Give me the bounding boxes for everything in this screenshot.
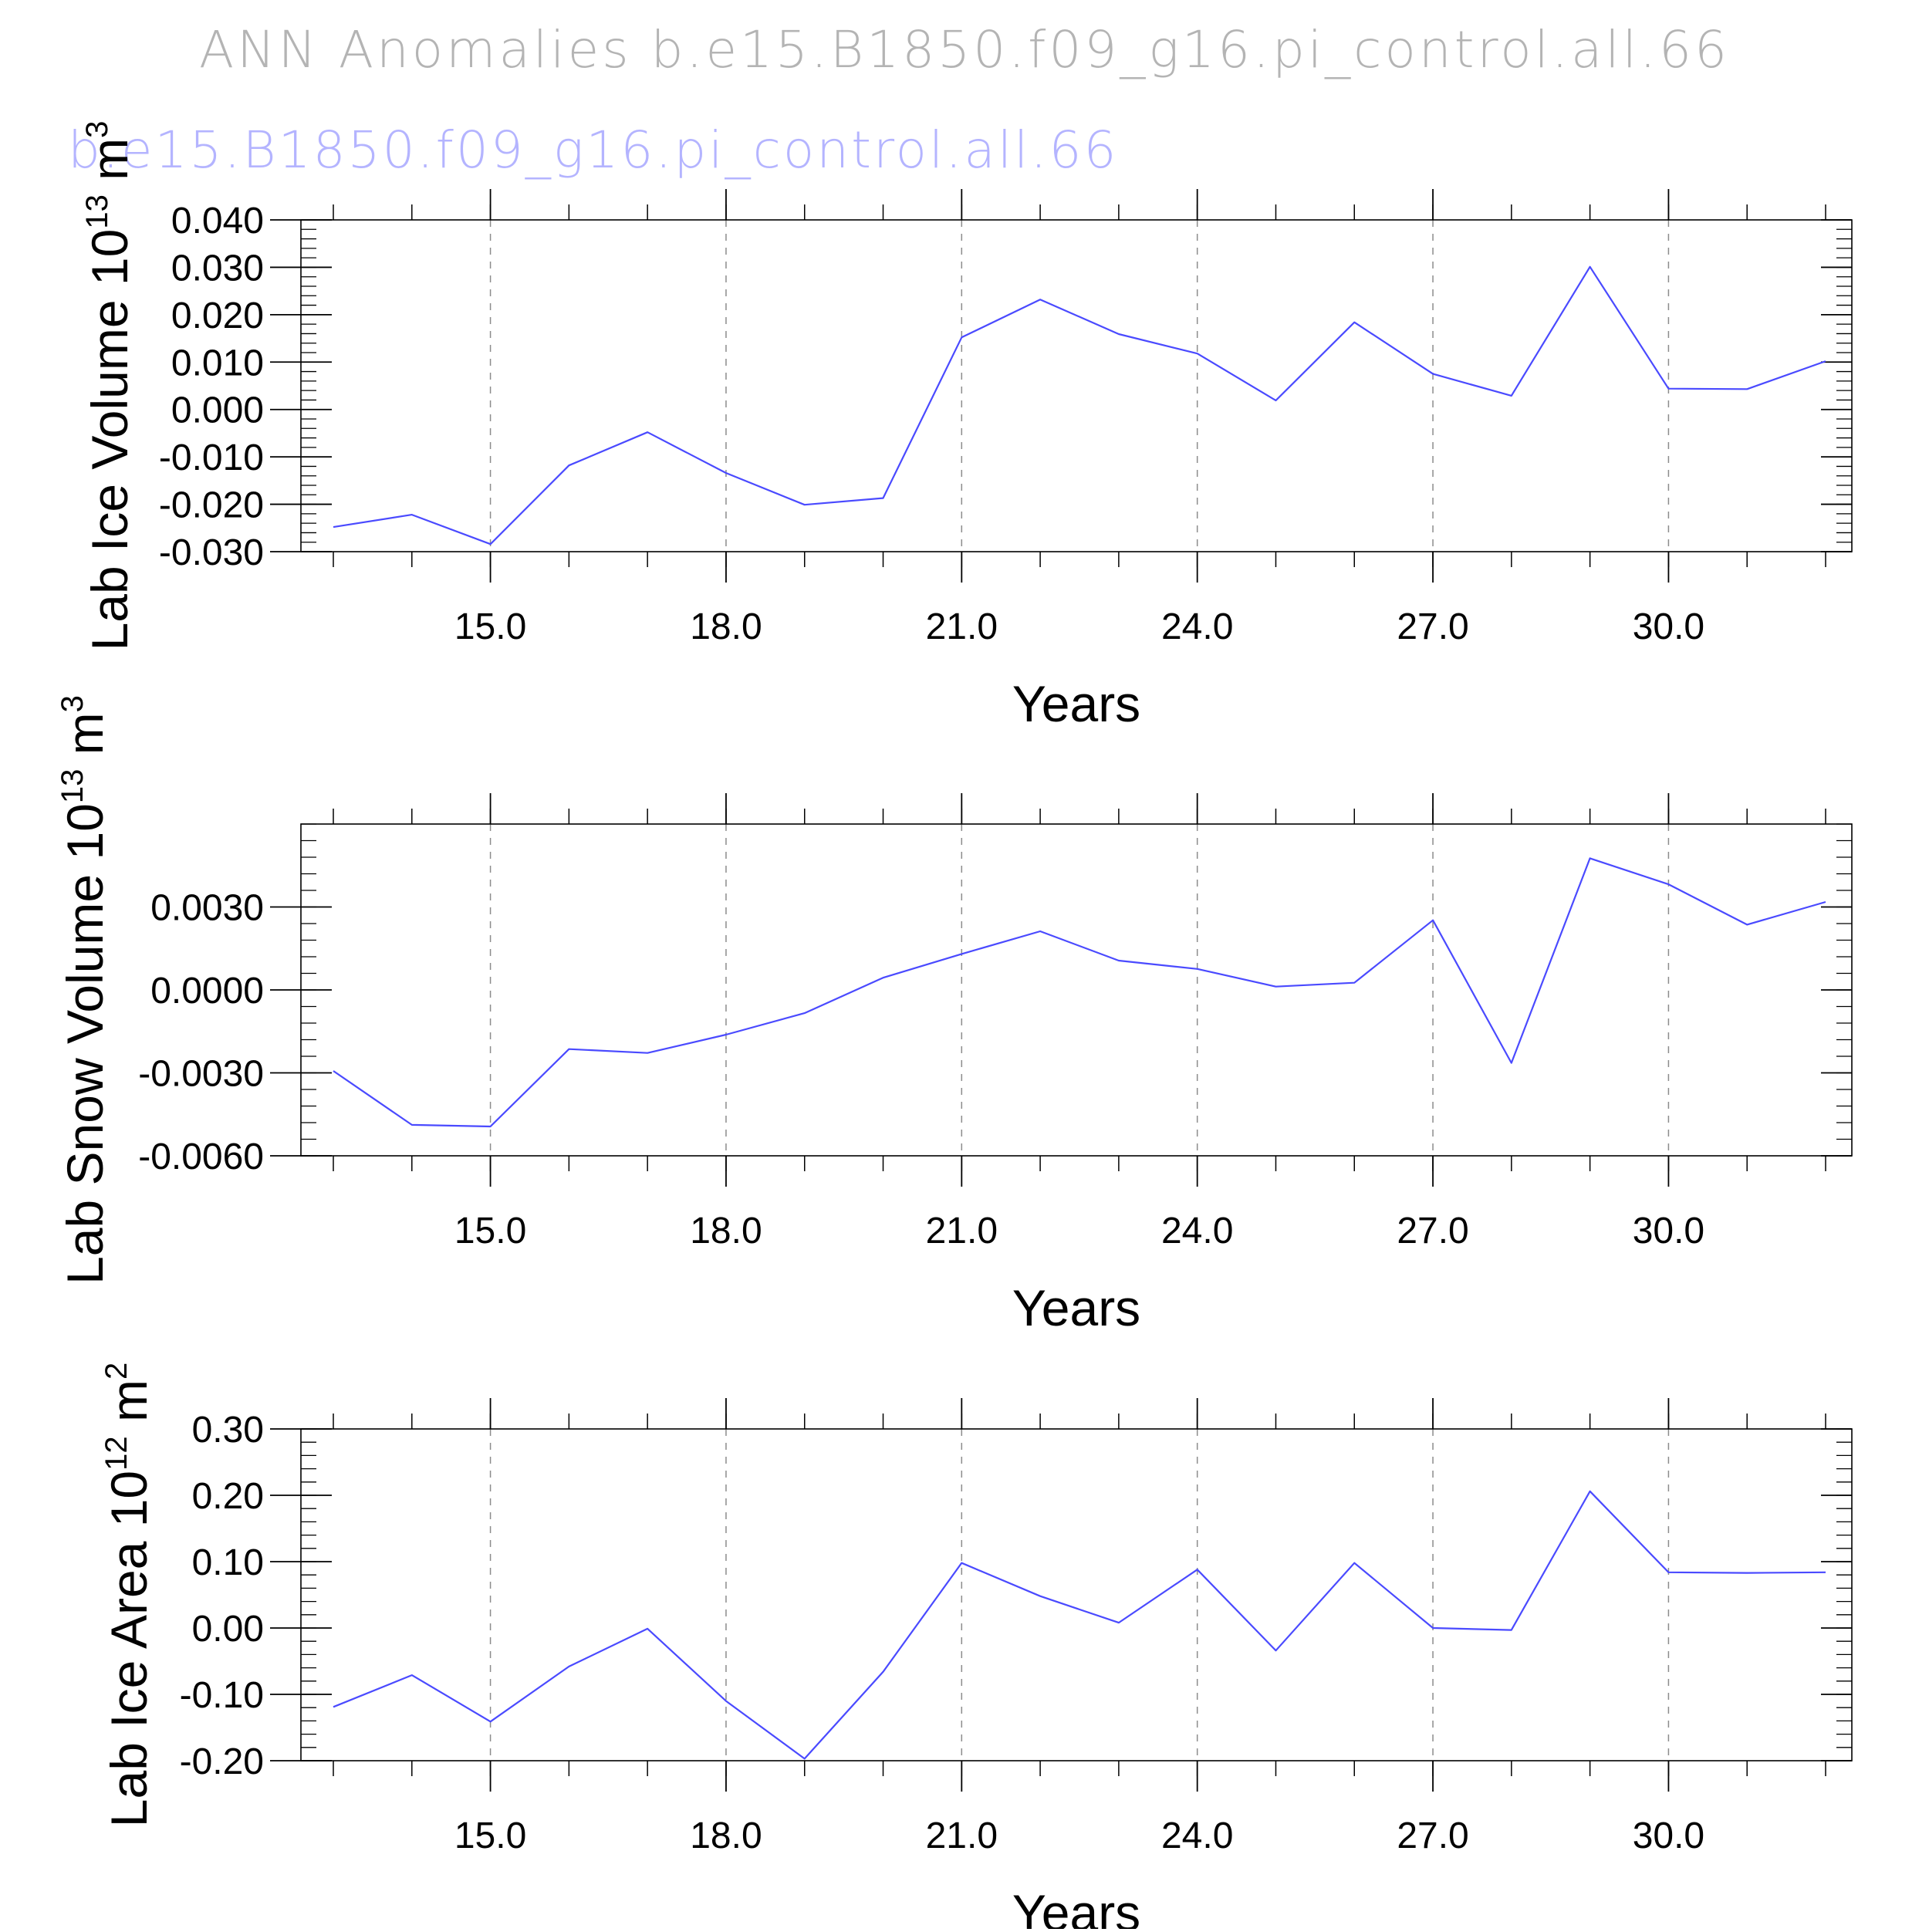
y-axis-label-main: Lab Snow Volume 10 (56, 803, 113, 1285)
y-axis-label-unit: m (56, 712, 113, 768)
y-tick-label: 0.030 (171, 248, 264, 289)
x-tick-label: 18.0 (690, 1211, 762, 1251)
plot-frame (300, 823, 1853, 1157)
y-axis-label-main: Lab Ice Volume 10 (81, 229, 138, 651)
x-tick-label: 27.0 (1397, 1815, 1468, 1856)
y-axis-label-exponent: 13 (80, 194, 114, 229)
x-tick-label: 21.0 (926, 1211, 998, 1251)
figure-title: ANN Anomalies b.e15.B1850.f09_g16.pi_con… (199, 20, 1730, 79)
y-tick-label: 0.040 (171, 201, 264, 242)
x-tick-label: 27.0 (1397, 1211, 1468, 1251)
x-axis-label: Years (1012, 1279, 1140, 1336)
y-tick-label: 0.30 (192, 1410, 264, 1451)
y-tick-label: -0.0060 (138, 1137, 264, 1177)
x-axis-label: Years (1012, 1884, 1140, 1929)
y-tick-label: -0.10 (180, 1675, 264, 1716)
x-tick-label: 30.0 (1633, 606, 1704, 647)
y-axis-label-exponent: 13 (56, 769, 90, 804)
y-tick-label: 0.010 (171, 343, 264, 383)
y-tick-label: 0.0030 (150, 888, 264, 929)
x-tick-label: 30.0 (1633, 1211, 1704, 1251)
series-line (333, 265, 1826, 545)
y-tick-label: 0.000 (171, 390, 264, 431)
y-axis-label-unit: m (81, 138, 138, 194)
y-axis-label-unit-exponent: 3 (80, 121, 114, 138)
x-tick-label: 18.0 (690, 1815, 762, 1856)
x-tick-label: 21.0 (926, 606, 998, 647)
y-axis-label-unit: m (100, 1380, 157, 1436)
figure-subtitle: b.e15.B1850.f09_g16.pi_control.all.66 (68, 120, 1118, 180)
y-axis-label-main: Lab Ice Area 10 (100, 1471, 157, 1827)
y-tick-label: -0.020 (159, 485, 264, 526)
y-axis-label: Lab Ice Area 1012 m2 (100, 1363, 157, 1827)
y-axis-label: Lab Ice Volume 1013 m3 (80, 121, 138, 651)
y-axis-label-unit-exponent: 3 (56, 695, 90, 712)
x-tick-label: 15.0 (454, 606, 526, 647)
x-tick-label: 30.0 (1633, 1815, 1704, 1856)
y-tick-label: -0.030 (159, 532, 264, 573)
series-line (333, 857, 1826, 1128)
plot-frame (300, 219, 1853, 552)
series-line (333, 1490, 1826, 1760)
panel-1: 15.0 18.0 21.0 24.0 27.0 30.0 -0.030 -0.020 -0.0… (80, 121, 1853, 732)
x-tick-label: 15.0 (454, 1815, 526, 1856)
y-tick-label: 0.20 (192, 1476, 264, 1517)
y-tick-label: 0.020 (171, 296, 264, 336)
y-axis-label-unit-exponent: 2 (100, 1363, 133, 1380)
x-tick-label: 21.0 (926, 1815, 998, 1856)
x-tick-label: 18.0 (690, 606, 762, 647)
x-axis-label: Years (1012, 675, 1140, 732)
y-tick-label: 0.0000 (150, 971, 264, 1012)
x-tick-label: 27.0 (1397, 606, 1468, 647)
y-axis-label-exponent: 12 (100, 1436, 133, 1471)
y-tick-label: -0.010 (159, 437, 264, 478)
x-tick-label: 24.0 (1161, 606, 1233, 647)
y-axis-label: Lab Snow Volume 1013 m3 (56, 695, 113, 1285)
y-tick-label: 0.00 (192, 1609, 264, 1650)
y-tick-label: -0.20 (180, 1741, 264, 1782)
panel-3: 15.0 18.0 21.0 24.0 27.0 30.0 -0.20 -0.10 0.00 0.… (100, 1363, 1853, 1932)
x-tick-label: 15.0 (454, 1211, 526, 1251)
panel-2: 15.0 18.0 21.0 24.0 27.0 30.0 -0.0060 -0.0030 0.… (56, 695, 1853, 1336)
y-tick-label: 0.10 (192, 1542, 264, 1583)
x-tick-label: 24.0 (1161, 1815, 1233, 1856)
plot-frame (300, 1428, 1853, 1761)
x-tick-label: 24.0 (1161, 1211, 1233, 1251)
y-tick-label: -0.0030 (138, 1054, 264, 1095)
